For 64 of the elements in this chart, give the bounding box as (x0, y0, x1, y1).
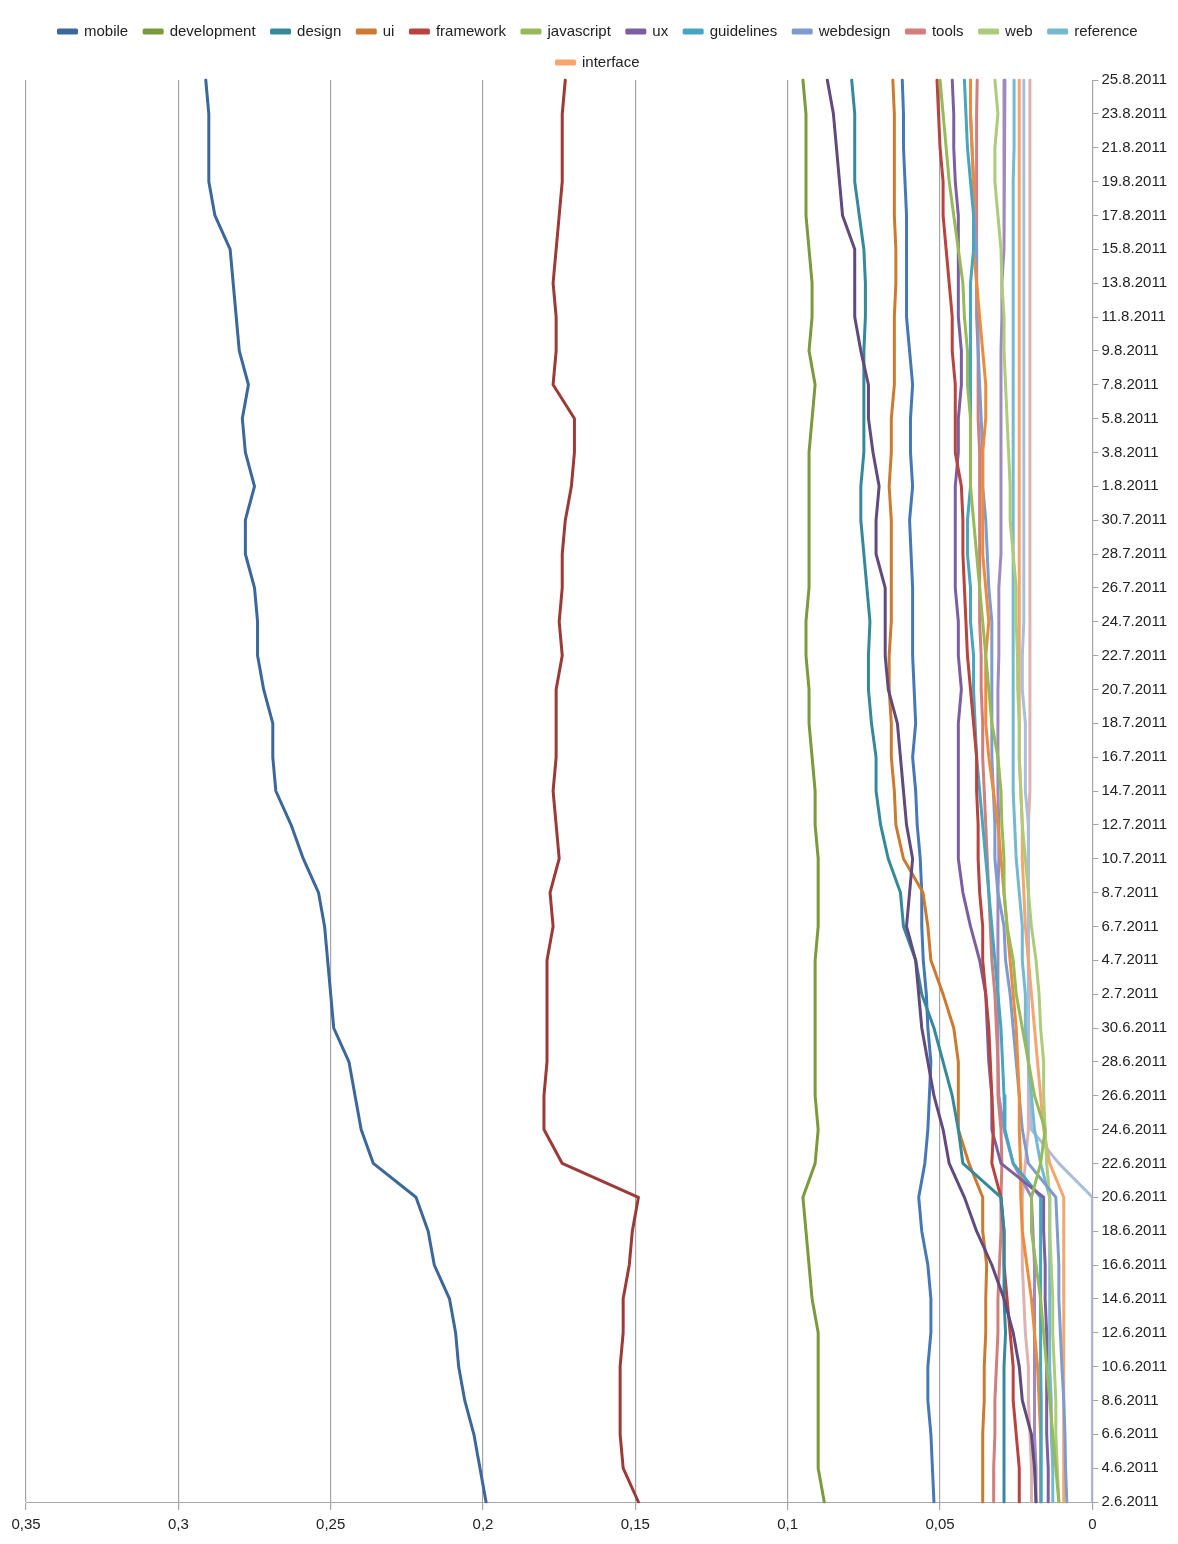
y-tick-label: 10.6.2011 (1101, 1356, 1168, 1374)
y-tick-label: 18.7.2011 (1101, 713, 1168, 731)
y-tick-label: 12.6.2011 (1101, 1322, 1168, 1340)
legend-label: webdesign (817, 21, 891, 39)
y-tick-label: 6.7.2011 (1101, 916, 1159, 934)
legend-label: design (297, 21, 342, 39)
x-tick-label: 0,2 (472, 1515, 494, 1533)
y-tick-label: 4.7.2011 (1101, 950, 1159, 968)
x-tick-label: 0,25 (316, 1515, 346, 1533)
y-tick-label: 2.6.2011 (1101, 1492, 1159, 1510)
y-tick-label: 30.7.2011 (1101, 510, 1168, 528)
legend-label: ux (652, 21, 669, 39)
y-tick-label: 14.7.2011 (1101, 781, 1168, 799)
legend-label: framework (435, 21, 507, 39)
y-tick-label: 16.6.2011 (1101, 1255, 1168, 1273)
y-tick-label: 12.7.2011 (1101, 815, 1168, 832)
x-tick-label: 0,35 (11, 1515, 41, 1533)
y-tick-label: 6.6.2011 (1101, 1424, 1159, 1442)
y-tick-label: 5.8.2011 (1101, 408, 1159, 426)
y-tick-label: 14.6.2011 (1101, 1289, 1168, 1306)
y-tick-label: 13.8.2011 (1101, 273, 1168, 291)
legend-label: javascript (546, 21, 612, 39)
legend-label: development (169, 21, 257, 39)
y-tick-label: 24.6.2011 (1101, 1119, 1168, 1137)
y-tick-label: 20.6.2011 (1101, 1187, 1168, 1205)
y-tick-label: 2.7.2011 (1101, 984, 1159, 1002)
y-tick-label: 8.6.2011 (1101, 1390, 1159, 1408)
y-tick-label: 15.8.2011 (1101, 239, 1168, 257)
legend-label: ui (382, 21, 395, 39)
y-tick-label: 19.8.2011 (1101, 171, 1168, 189)
legend-label: web (1004, 21, 1033, 39)
y-tick-label: 10.7.2011 (1101, 848, 1168, 866)
legend-label: reference (1074, 21, 1138, 39)
y-tick-label: 17.8.2011 (1101, 205, 1168, 223)
y-tick-label: 30.6.2011 (1101, 1018, 1168, 1036)
y-tick-label: 18.6.2011 (1101, 1221, 1168, 1239)
legend-label: interface (581, 52, 640, 70)
y-tick-label: 7.8.2011 (1101, 374, 1159, 392)
x-tick-label: 0 (1088, 1515, 1097, 1533)
y-tick-label: 8.7.2011 (1101, 882, 1159, 900)
y-tick-label: 3.8.2011 (1101, 442, 1159, 460)
y-tick-label: 1.8.2011 (1101, 476, 1159, 494)
y-tick-label: 25.8.2011 (1101, 70, 1168, 88)
y-tick-label: 20.7.2011 (1101, 679, 1168, 697)
y-tick-label: 21.8.2011 (1101, 137, 1168, 155)
y-tick-label: 23.8.2011 (1101, 104, 1168, 121)
legend-label: guidelines (709, 21, 778, 39)
y-tick-label: 24.7.2011 (1101, 611, 1168, 629)
y-tick-label: 28.7.2011 (1101, 544, 1168, 562)
y-tick-label: 9.8.2011 (1101, 341, 1159, 358)
y-tick-label: 22.6.2011 (1101, 1153, 1168, 1171)
y-tick-label: 22.7.2011 (1101, 645, 1168, 663)
y-tick-label: 28.6.2011 (1101, 1052, 1168, 1069)
x-tick-label: 0,05 (925, 1515, 955, 1533)
x-tick-label: 0,15 (620, 1515, 650, 1533)
y-tick-label: 26.7.2011 (1101, 578, 1168, 595)
legend-label: mobile (84, 21, 129, 39)
y-tick-label: 11.8.2011 (1101, 307, 1166, 325)
y-tick-label: 4.6.2011 (1101, 1458, 1159, 1476)
y-tick-label: 16.7.2011 (1101, 747, 1168, 765)
x-tick-label: 0,3 (167, 1515, 189, 1533)
x-tick-label: 0,1 (777, 1515, 799, 1533)
y-tick-label: 26.6.2011 (1101, 1085, 1168, 1103)
legend-label: tools (931, 21, 964, 39)
